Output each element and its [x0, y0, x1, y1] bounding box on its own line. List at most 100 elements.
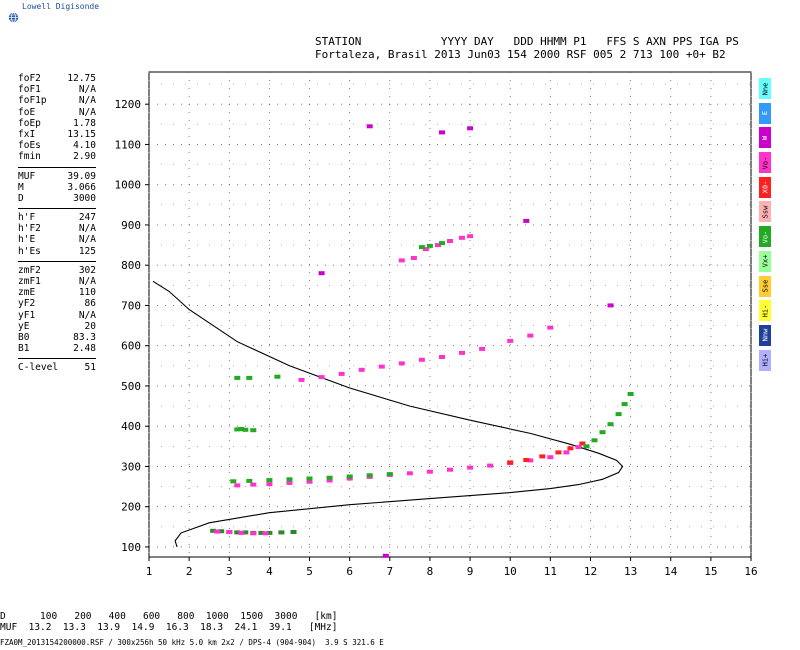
param-row: M 3.066 — [18, 182, 96, 193]
header-values: Fortaleza, Brasil 2013 Jun03 154 2000 RS… — [315, 48, 726, 61]
echo-point — [591, 438, 598, 443]
param-name: zmE — [18, 287, 36, 299]
globe-icon — [8, 12, 19, 23]
param-row: foF1p N/A — [18, 95, 96, 106]
y-tick-label: 800 — [121, 259, 141, 272]
param-name: zmF1 — [18, 276, 41, 287]
echo-point — [547, 455, 554, 460]
param-value: 125 — [78, 245, 96, 257]
param-name: foF1p — [18, 95, 47, 107]
echo-point — [242, 427, 249, 432]
echo-point — [326, 478, 333, 483]
echo-point — [386, 472, 393, 477]
legend-swatch: Sse — [759, 275, 771, 297]
param-row: MUF 39.09 — [18, 171, 96, 182]
param-divider — [18, 166, 96, 168]
param-row: foEs 4.10 — [18, 140, 96, 151]
legend-label: Nnw — [761, 329, 769, 342]
x-tick-label: 5 — [306, 565, 313, 578]
y-tick-label: 600 — [121, 340, 141, 353]
legend-swatch: X0- — [759, 176, 771, 198]
param-value: 13.15 — [67, 128, 96, 140]
muf-distance-row: D 100 200 400 600 800 1000 1500 3000 [km… — [0, 611, 338, 622]
param-value: 4.10 — [73, 140, 96, 152]
param-name: foF1 — [18, 84, 41, 96]
echo-point — [447, 239, 453, 243]
param-name: B1 — [18, 343, 30, 355]
param-row: B1 2.48 — [18, 343, 96, 354]
echo-point — [262, 531, 269, 536]
param-value: N/A — [78, 276, 96, 287]
param-value: 20 — [84, 320, 96, 332]
echo-point — [382, 553, 389, 558]
echo-point — [439, 241, 445, 246]
y-tick-label: 1200 — [115, 98, 142, 111]
param-value: 12.75 — [67, 73, 96, 84]
echo-point — [418, 245, 425, 250]
y-tick-label: 200 — [121, 501, 141, 514]
echo-point — [258, 530, 265, 535]
legend-label: Hi+ — [761, 353, 769, 367]
param-name: yF1 — [18, 309, 36, 321]
param-name: foEs — [18, 140, 41, 152]
echo-point — [523, 458, 530, 462]
echo-point — [567, 446, 574, 451]
legend-label: X0- — [761, 180, 769, 194]
legend-label: Hi- — [761, 304, 769, 318]
param-value: N/A — [78, 95, 96, 107]
echo-point — [234, 375, 241, 380]
x-tick-label: 12 — [584, 565, 597, 578]
legend-label: Vx+ — [761, 254, 769, 268]
echo-point — [447, 467, 453, 472]
legend: Nne E W Vo- X0- Ssw Vo- Vx+ Sse Hi- Nnw Hi+ — [759, 78, 771, 374]
echo-point — [286, 477, 293, 482]
echo-point — [238, 530, 245, 535]
plot-frame — [148, 71, 752, 558]
logo-text: Lowell Digisonde — [22, 2, 100, 11]
legend-swatch: Nnw — [759, 324, 771, 346]
y-tick-label: 1000 — [115, 179, 142, 192]
legend-label: Ssw — [761, 205, 769, 219]
echo-point — [459, 235, 465, 240]
echo-point — [318, 375, 325, 380]
echo-point — [378, 364, 385, 369]
legend-swatch: E — [759, 102, 771, 124]
echo-point — [539, 454, 546, 459]
echo-point — [467, 126, 474, 131]
x-tick-label: 6 — [346, 565, 353, 578]
echo-point — [266, 478, 273, 483]
echo-point — [435, 243, 441, 248]
echo-point — [266, 482, 273, 487]
echo-point — [234, 483, 241, 488]
echo-point — [234, 530, 241, 535]
echo-point — [242, 530, 249, 535]
param-name: h'F2 — [18, 223, 41, 235]
x-tick-label: 7 — [386, 565, 393, 578]
echo-point — [459, 350, 465, 355]
param-row: h'E N/A — [18, 234, 96, 245]
echo-point — [615, 412, 622, 417]
muf-table: D 100 200 400 600 800 1000 1500 3000 [km… — [0, 611, 338, 633]
echo-point — [527, 333, 534, 338]
file-info: FZA0M_2013154200000.RSF / 300x256h 50 kH… — [0, 638, 384, 647]
param-name: D — [18, 192, 24, 204]
x-tick-label: 1 — [146, 565, 153, 578]
station-header: STATION YYYY DAY DDD HHMM P1 FFS S AXN P… — [315, 35, 739, 61]
legend-label: E — [761, 111, 769, 116]
x-tick-label: 16 — [744, 565, 757, 578]
y-tick-label: 900 — [121, 219, 141, 232]
param-row: D 3000 — [18, 193, 96, 204]
legend-label: Vo- — [761, 156, 769, 169]
echo-point — [467, 234, 474, 239]
echo-point — [250, 531, 257, 536]
echo-point — [226, 530, 233, 534]
echo-point — [338, 371, 345, 376]
param-row: foEp 1.78 — [18, 118, 96, 129]
echo-point — [527, 458, 534, 463]
x-tick-label: 14 — [664, 565, 678, 578]
echo-point — [366, 473, 373, 478]
echo-point — [306, 479, 313, 484]
echo-point — [523, 218, 530, 223]
param-row: yF2 86 — [18, 298, 96, 309]
